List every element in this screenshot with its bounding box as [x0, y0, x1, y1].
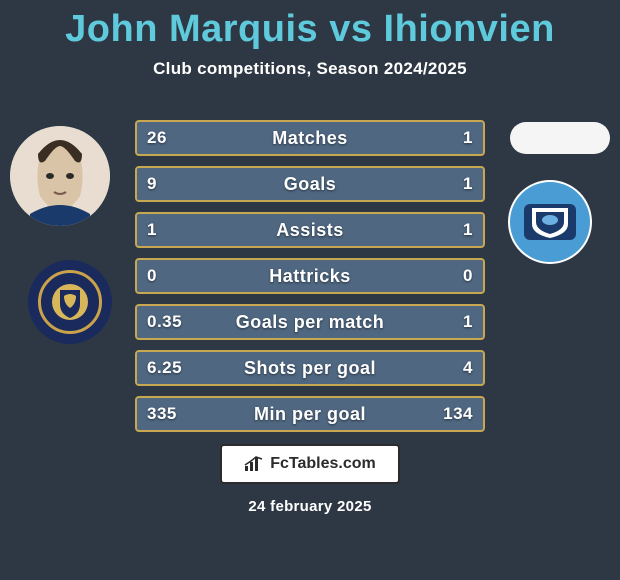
club-badge-right-inner — [524, 204, 576, 240]
stat-right-value: 4 — [463, 358, 473, 378]
subtitle: Club competitions, Season 2024/2025 — [0, 59, 620, 79]
stat-left-value: 1 — [147, 220, 157, 240]
date-line: 24 february 2025 — [0, 498, 620, 515]
stat-row: 335Min per goal134 — [135, 396, 485, 432]
club-badge-left-inner — [38, 270, 102, 334]
face-placeholder-icon — [10, 126, 110, 226]
comparison-card: John Marquis vs Ihionvien Club competiti… — [0, 0, 620, 580]
stat-row: 26Matches1 — [135, 120, 485, 156]
page-title: John Marquis vs Ihionvien — [0, 0, 620, 51]
stat-row: 9Goals1 — [135, 166, 485, 202]
stat-label: Assists — [137, 220, 483, 241]
stat-label: Shots per goal — [137, 358, 483, 379]
fctables-logo-icon — [244, 456, 264, 472]
stat-left-value: 335 — [147, 404, 177, 424]
stat-label: Matches — [137, 128, 483, 149]
brand-text: FcTables.com — [270, 455, 376, 473]
stat-left-value: 26 — [147, 128, 167, 148]
stat-left-value: 0.35 — [147, 312, 182, 332]
stat-right-value: 1 — [463, 128, 473, 148]
player-photo-left — [10, 126, 110, 226]
peterborough-crest-icon — [524, 204, 576, 240]
player-photo-right — [510, 122, 610, 154]
club-badge-right — [508, 180, 592, 264]
shrewsbury-crest-icon — [50, 282, 90, 322]
brand-badge[interactable]: FcTables.com — [220, 444, 400, 484]
stat-label: Goals — [137, 174, 483, 195]
stat-right-value: 134 — [443, 404, 473, 424]
stat-label: Goals per match — [137, 312, 483, 333]
stat-row: 1Assists1 — [135, 212, 485, 248]
stat-row: 6.25Shots per goal4 — [135, 350, 485, 386]
stat-label: Hattricks — [137, 266, 483, 287]
stats-table: 26Matches19Goals11Assists10Hattricks00.3… — [135, 120, 485, 442]
stat-right-value: 1 — [463, 220, 473, 240]
stat-row: 0.35Goals per match1 — [135, 304, 485, 340]
stat-right-value: 1 — [463, 312, 473, 332]
stat-right-value: 1 — [463, 174, 473, 194]
stat-left-value: 9 — [147, 174, 157, 194]
stat-left-value: 6.25 — [147, 358, 182, 378]
stat-label: Min per goal — [137, 404, 483, 425]
stat-left-value: 0 — [147, 266, 157, 286]
stat-right-value: 0 — [463, 266, 473, 286]
stat-row: 0Hattricks0 — [135, 258, 485, 294]
club-badge-left — [28, 260, 112, 344]
